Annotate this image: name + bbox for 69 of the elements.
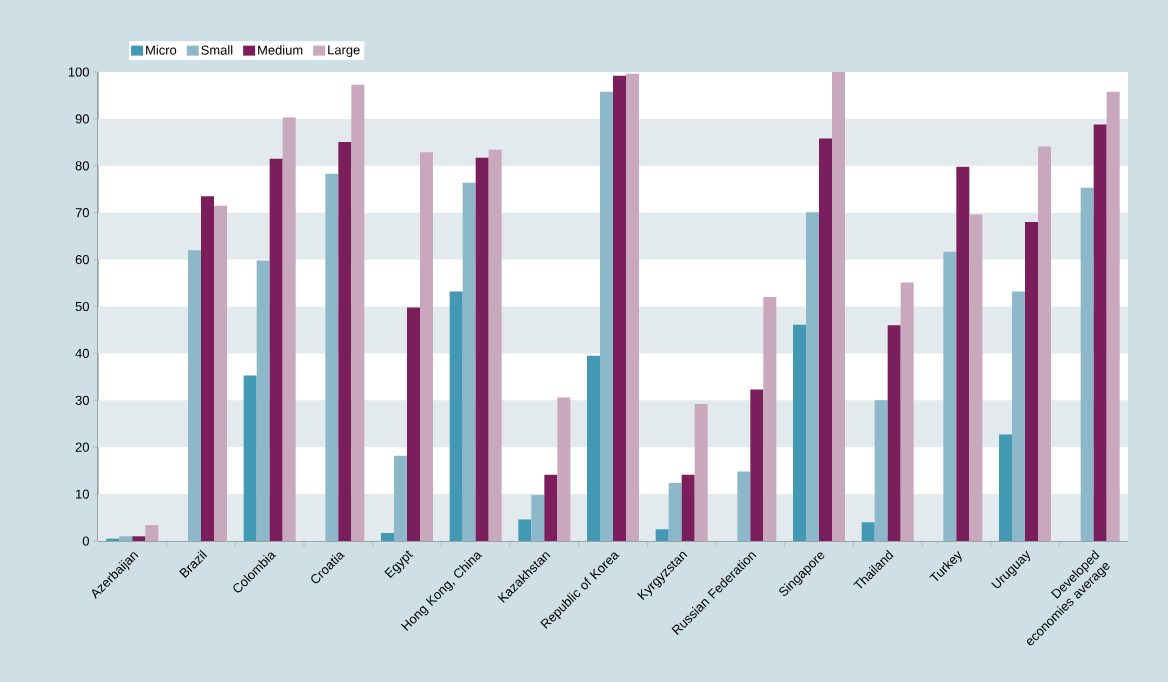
y-tick-label: 0	[82, 536, 89, 546]
legend-label: Medium	[258, 45, 303, 55]
bar	[874, 400, 888, 541]
bar	[201, 196, 214, 541]
y-tick-label: 40	[75, 348, 89, 358]
bar	[587, 355, 600, 541]
y-tick-label: 60	[75, 255, 89, 265]
bar	[819, 138, 833, 541]
y-tick-label: 10	[76, 489, 89, 499]
bar	[394, 455, 407, 541]
bar	[694, 404, 708, 541]
bar	[668, 482, 682, 541]
bar	[282, 117, 296, 541]
bar	[1093, 124, 1107, 541]
bar	[806, 212, 820, 541]
bar	[750, 389, 764, 541]
legend-label: Large	[328, 45, 360, 58]
y-tick-label: 80	[75, 161, 89, 171]
bar	[943, 251, 957, 541]
bar	[188, 250, 201, 541]
y-tick-label: 50	[75, 301, 89, 312]
bar	[1012, 291, 1026, 541]
y-tick-label: 20	[75, 442, 89, 452]
bar	[351, 84, 365, 541]
bar	[462, 182, 476, 541]
bar	[956, 166, 970, 541]
y-tick-label: 30	[75, 395, 89, 405]
bar	[613, 75, 627, 541]
bar	[763, 297, 777, 541]
bar	[655, 529, 669, 541]
bar	[132, 536, 146, 541]
bar	[861, 522, 875, 541]
bar	[214, 205, 227, 541]
bar	[381, 533, 394, 541]
bar	[887, 325, 901, 541]
bar	[325, 173, 339, 541]
bar	[338, 141, 352, 541]
bar	[243, 375, 257, 541]
bar	[557, 397, 571, 541]
bar	[999, 434, 1013, 541]
bar	[900, 282, 914, 541]
bar	[449, 291, 463, 541]
bar	[1106, 91, 1120, 541]
bar	[969, 214, 983, 541]
bar	[531, 495, 545, 541]
bar	[256, 260, 270, 541]
bar	[269, 158, 283, 541]
legend-label: Small	[201, 45, 233, 55]
bar	[119, 536, 133, 541]
bar	[793, 324, 807, 541]
bar	[737, 471, 751, 541]
bar	[1038, 146, 1052, 541]
bar	[832, 72, 846, 541]
bar	[1080, 187, 1094, 541]
bar	[420, 152, 433, 541]
bar	[518, 519, 532, 541]
bar	[407, 307, 420, 541]
bar	[681, 474, 695, 541]
bar	[544, 474, 558, 541]
legend-label: Micro	[146, 45, 177, 55]
y-tick-label: 100	[68, 67, 89, 77]
bar	[626, 73, 640, 541]
bar	[145, 525, 159, 541]
bar	[488, 149, 502, 541]
bar	[475, 157, 489, 541]
y-tick-label: 90	[75, 114, 89, 124]
y-tick-label: 70	[75, 208, 89, 218]
bar	[1025, 222, 1039, 541]
bar	[600, 91, 614, 541]
